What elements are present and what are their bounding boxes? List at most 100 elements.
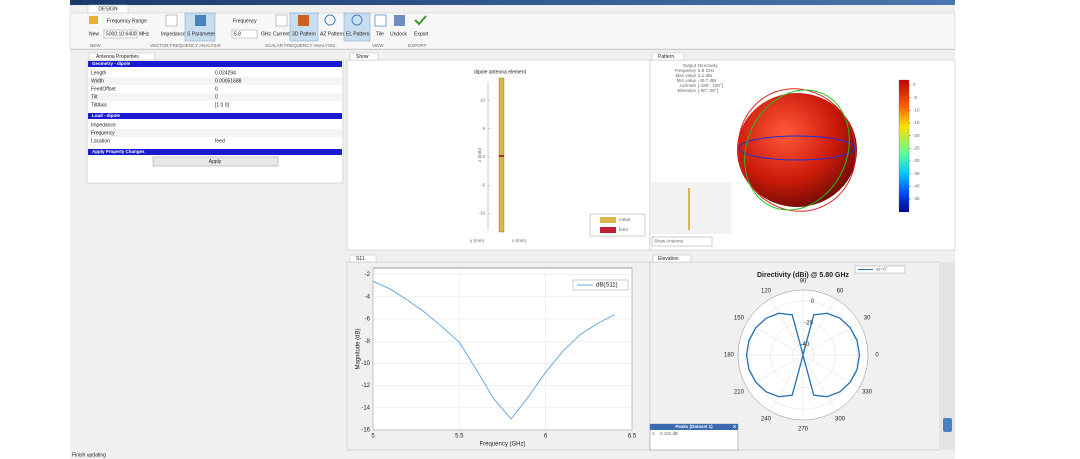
section-label: EXPORT [408, 43, 427, 48]
property-value: feed [215, 138, 225, 144]
z-tick-label: -10 [478, 211, 485, 216]
button-label[interactable]: Frequency Range [107, 18, 147, 24]
peaks-title: Peaks (Dataset 1) [675, 424, 713, 429]
legend-label: dB(S11) [596, 283, 618, 289]
colorbar-label: -15 [913, 120, 920, 125]
preview-dipole [688, 188, 690, 230]
button-label[interactable]: AZ Pattern [320, 31, 344, 37]
theta-label: 180 [724, 353, 735, 359]
legend-label: az=0° [876, 267, 888, 272]
colorbar-label: -10 [913, 108, 920, 113]
z-tick-label: 10 [480, 98, 486, 103]
side-handle[interactable] [943, 418, 952, 432]
section-label: VECTOR FREQUENCY ANALYSIS [150, 43, 221, 48]
group-header [88, 113, 342, 119]
colorbar-label: -45 [913, 196, 920, 201]
button-label[interactable]: Tile [376, 31, 384, 37]
property-name: Frequency [91, 130, 115, 136]
icon [298, 15, 309, 26]
legend-swatch [600, 217, 616, 223]
property-value: 0.024294 [215, 70, 236, 76]
axis-label: y (mm) [470, 238, 484, 243]
group-title: Load - dipole [92, 113, 120, 118]
legend-label: feed [619, 227, 628, 232]
y-tick-label: -8 [365, 339, 371, 345]
info-label: Elevation [677, 88, 696, 93]
y-tick-label: -16 [361, 428, 370, 434]
dropdown[interactable]: GHz [261, 31, 272, 37]
theta-label: 150 [734, 316, 745, 322]
button-label[interactable]: EL Pattern [346, 31, 370, 37]
icon [89, 16, 98, 24]
3d-pattern [737, 93, 857, 207]
y-tick-label: -6 [365, 317, 371, 323]
colorbar-label: -25 [913, 146, 920, 151]
theta-label: 60 [837, 288, 844, 294]
label: New [89, 31, 99, 37]
theta-label: 330 [862, 390, 873, 396]
colorbar-label: -30 [913, 158, 920, 163]
button-label[interactable]: Current [273, 31, 290, 37]
button-label[interactable]: Export [414, 31, 429, 37]
y-tick-label: -4 [365, 294, 371, 300]
button-label: Apply [209, 159, 222, 165]
axis-label: z (mm) [477, 148, 482, 162]
info-value: [-90°, 90°] [698, 88, 718, 93]
tab-label: DESIGN [98, 6, 118, 12]
x-tick-label: 5.5 [455, 434, 464, 440]
tab-label: S11 [356, 256, 365, 262]
theta-label: 210 [734, 390, 745, 396]
theta-label: 120 [761, 288, 772, 294]
status-bar: Finish updating [72, 452, 106, 458]
dropdown[interactable]: MHz [139, 31, 150, 37]
icon [394, 15, 405, 26]
tab-label: Antenna Properties [96, 54, 139, 60]
icon [166, 15, 177, 26]
colorbar-label: -5 [913, 95, 917, 100]
property-name: Tilt [91, 94, 98, 100]
button-label[interactable]: 3D Pattern [292, 31, 316, 37]
property-name: Width [91, 78, 104, 84]
theta-label: 270 [798, 427, 809, 433]
y-tick-label: -14 [361, 405, 370, 411]
theta-label: 240 [761, 417, 772, 423]
colorbar-label: -35 [913, 171, 920, 176]
divider [70, 49, 955, 50]
property-name: Impedance [91, 122, 116, 128]
legend-swatch [600, 227, 616, 233]
property-value: 0 [215, 94, 218, 100]
legend [590, 214, 645, 236]
dropdown-text: Show Antenna [654, 239, 684, 244]
tab-label: Elevation [658, 256, 679, 262]
feed [499, 155, 504, 157]
group-title: Apply Property Changes [92, 149, 145, 154]
icon [276, 15, 287, 26]
peaks-cell: 2.102 dB [660, 431, 678, 436]
button-label[interactable]: S Parameter [187, 31, 215, 37]
icon [195, 15, 206, 26]
button-label[interactable]: Impedance [161, 31, 186, 37]
close-button[interactable]: X [733, 424, 736, 429]
button-label[interactable]: Undock [390, 31, 407, 37]
colorbar [899, 80, 909, 212]
property-name: Length [91, 70, 107, 76]
theta-label: 30 [864, 316, 871, 322]
z-tick-label: -5 [481, 182, 485, 187]
legend-label: metal [619, 217, 630, 222]
property-name: FeedOffset [91, 86, 116, 92]
theta-label: 300 [835, 417, 846, 423]
tab-label: Show [356, 54, 369, 60]
colorbar-label: -40 [913, 184, 920, 189]
antenna-preview [651, 182, 731, 234]
y-axis-label: Magnitude (dB) [356, 328, 362, 369]
title-bar [70, 0, 955, 5]
x-tick-label: 6.5 [628, 434, 637, 440]
x-axis-label: Frequency (GHz) [479, 442, 525, 448]
input-text: 5.8 [234, 31, 241, 37]
property-row [88, 129, 342, 137]
section-label: SCALAR FREQUENCY ANALYSIS [265, 43, 335, 48]
plot-area [373, 268, 632, 430]
input-text: 5000:10:6400 [106, 31, 137, 37]
y-tick-label: -2 [365, 272, 371, 278]
